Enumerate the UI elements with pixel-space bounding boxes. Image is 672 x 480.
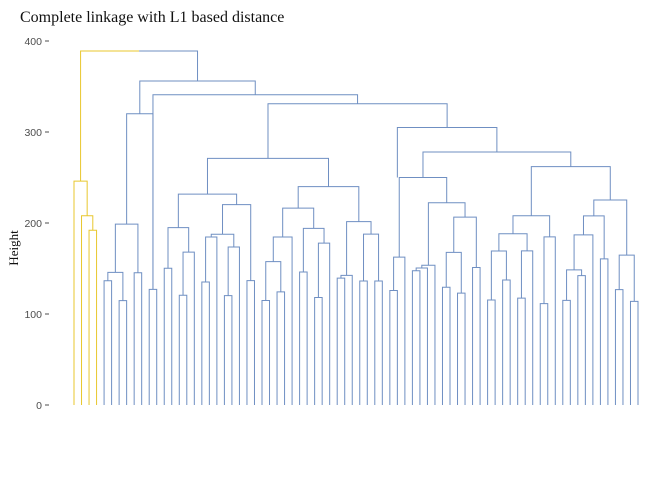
dendrogram-branch [441,286,451,405]
dendrogram-branch [276,291,286,405]
dendrogram-branch [227,246,240,405]
dendrogram-branch [566,269,583,301]
dendrogram-branch [629,300,639,405]
dendrogram-branch [210,233,235,248]
y-tick-label: 0 [36,400,42,412]
dendrogram-branch [411,270,421,405]
dendrogram-branch [530,166,611,216]
y-axis-label: Height [6,230,21,266]
dendrogram-branch [265,261,282,301]
dendrogram-branch [299,271,308,405]
dendrogram-branch [267,103,448,159]
dendrogram-branch [246,280,255,405]
dendrogram-branch [582,215,605,259]
dendrogram-branch [103,280,113,405]
dendrogram-branch [614,289,624,405]
dendrogram-branch [421,264,436,405]
dendrogram-branches [73,50,639,405]
dendrogram-branch [359,280,368,405]
dendrogram-branch [223,295,233,405]
y-tick-label: 200 [24,218,42,230]
dendrogram-branch [340,274,353,405]
dendrogram-branch [314,296,323,405]
dendrogram-branch [520,250,534,405]
dendrogram-branch [502,279,511,405]
dendrogram-branch [317,242,331,405]
dendrogram-branch [422,151,572,178]
dendrogram-branch [599,258,609,405]
dendrogram-branch [562,299,571,405]
root-branch-left [80,50,140,182]
dendrogram-branch [148,288,158,405]
dendrogram-branch [363,233,380,281]
dendrogram-branch [389,289,398,405]
dendrogram-branch [490,250,507,301]
dendrogram-branch [163,267,173,405]
dendrogram-branch [297,186,360,222]
dendrogram-branch [539,303,549,405]
dendrogram-branch [577,275,586,405]
dendrogram-branch [517,297,526,405]
dendrogram-branch [261,300,271,405]
dendrogram-branch [472,266,481,405]
dendrogram-branch [133,272,143,405]
dendrogram-branch [107,271,124,301]
dendrogram-branch [487,299,496,405]
dendrogram-branch [498,233,528,251]
dendrogram-branch [393,256,406,405]
dendrogram-branch [206,157,330,195]
dendrogram-branch [457,292,466,405]
dendrogram-branch [126,113,154,290]
dendrogram-branch [222,204,252,281]
dendrogram-branch [282,207,315,238]
dendrogram-branch [88,229,98,405]
dendrogram-branch [81,215,94,405]
dendrogram-branch [152,94,359,290]
dendrogram-branch [272,236,293,405]
y-axis: 0 100 200 300 400 [24,36,49,412]
dendrogram-branch [453,216,477,268]
dendrogram-branch [139,80,256,114]
dendrogram-branch [182,251,195,405]
dendrogram-branch [593,199,628,256]
dendrogram-branch [618,254,635,302]
dendrogram-branch [346,221,372,276]
dendrogram-branch [73,180,88,405]
dendrogram-branch [415,267,428,405]
dendrogram-branch [118,300,128,405]
dendrogram-branch [178,294,188,405]
chart-title: Complete linkage with L1 based distance [20,9,284,26]
y-tick-label: 100 [24,309,42,321]
dendrogram-branch [201,281,210,405]
dendrogram-branch [543,236,556,405]
dendrogram-branch [302,227,325,272]
root-branch-right [139,50,199,82]
dendrogram-branch [573,234,594,405]
dendrogram-branch [398,177,448,258]
dendrogram-branch [374,280,383,405]
dendrogram-branch [205,236,218,405]
dendrogram-branch [167,227,190,269]
dendrogram-branch [512,215,551,237]
dendrogram-branch [336,277,346,405]
y-tick-label: 400 [24,36,42,48]
dendrogram-branch [177,193,238,228]
dendrogram-branch [114,223,139,273]
y-tick-label: 300 [24,127,42,139]
